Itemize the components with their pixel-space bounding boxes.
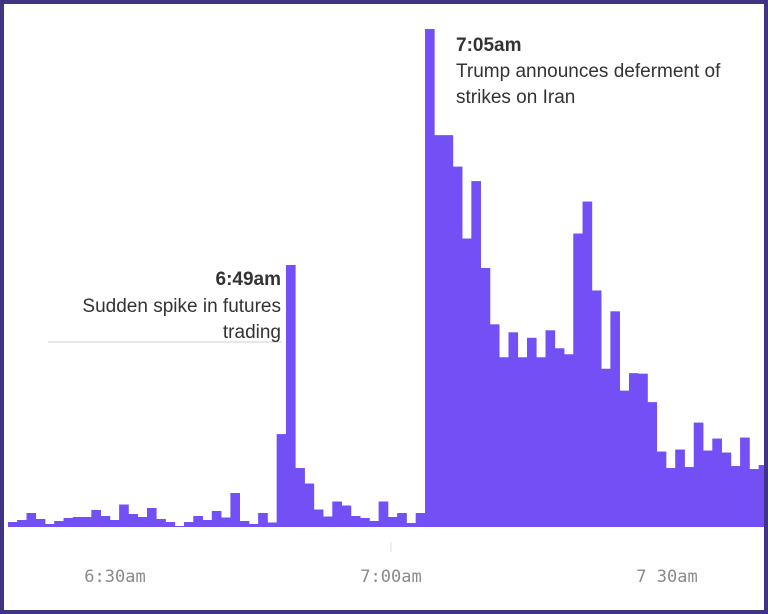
annotation-649-time: 6:49am (216, 269, 282, 290)
bar (536, 357, 546, 528)
annotation-649-text-line1: Sudden spike in futures (82, 296, 281, 317)
bar (341, 505, 352, 528)
bar (100, 516, 111, 528)
bar (489, 324, 500, 528)
bar (128, 514, 139, 528)
bar (480, 268, 491, 528)
bar (54, 521, 64, 528)
x-tick-label-700: 7:00am (360, 567, 421, 587)
bar (573, 233, 583, 528)
bar (591, 290, 602, 528)
bar (684, 467, 695, 528)
bar (582, 201, 593, 528)
bar (332, 501, 342, 528)
bar (248, 524, 259, 528)
x-tick-label-630: 6:30am (84, 567, 145, 587)
bar (8, 522, 18, 528)
bar (703, 450, 713, 528)
annotation-649: 6:49am Sudden spike in futures trading (82, 269, 281, 343)
bar (758, 465, 764, 528)
bar (63, 518, 74, 528)
bar (619, 390, 630, 528)
bar (156, 519, 166, 528)
bar (415, 513, 426, 528)
bar (378, 501, 389, 528)
bar (91, 510, 101, 528)
x-tick-labels: 6:30am 7:00am 7 30am (84, 567, 697, 587)
bar (443, 135, 454, 529)
bar (656, 451, 667, 528)
annotation-705-text-line2: strikes on Iran (456, 87, 575, 108)
bar (109, 520, 120, 528)
bar (147, 508, 157, 528)
bar (425, 29, 435, 528)
bar (119, 504, 129, 528)
bar (165, 522, 176, 528)
bar (666, 468, 676, 528)
bar (184, 522, 194, 528)
bar (72, 517, 83, 528)
bar (202, 520, 213, 528)
bar (258, 513, 268, 528)
bar (388, 517, 398, 528)
bar (712, 438, 722, 528)
bar (221, 517, 231, 528)
bar (601, 368, 611, 528)
bar (452, 166, 463, 528)
annotation-705: 7:05am Trump announces deferment of stri… (456, 35, 721, 108)
bar (239, 521, 250, 528)
bar (26, 513, 37, 528)
bar (230, 493, 241, 528)
bar (508, 332, 519, 528)
bar (35, 519, 46, 528)
bar (304, 483, 315, 528)
bar (406, 523, 417, 528)
bar (267, 522, 278, 528)
bar (295, 468, 305, 528)
bar (323, 516, 333, 528)
bar (749, 469, 760, 528)
bar (610, 311, 621, 528)
bar (628, 373, 639, 528)
bar (564, 354, 574, 528)
bar (193, 516, 203, 528)
bar (638, 373, 648, 528)
bar (693, 422, 704, 528)
bar (350, 516, 361, 528)
bar (462, 238, 472, 528)
bar (545, 330, 556, 528)
bar (137, 517, 148, 528)
bar (360, 518, 370, 528)
bar (286, 265, 296, 528)
bar (675, 449, 685, 528)
bar (721, 452, 732, 528)
bar (740, 437, 750, 528)
bar (554, 348, 565, 528)
bar (369, 521, 380, 528)
bar-series (8, 29, 764, 529)
annotation-705-text-line1: Trump announces deferment of (456, 61, 721, 82)
bar (434, 135, 444, 529)
bar (45, 524, 55, 528)
annotation-705-time: 7:05am (456, 35, 522, 56)
bar (517, 357, 528, 528)
bar (313, 509, 324, 528)
x-tick-label-730: 7 30am (636, 567, 697, 587)
bar (276, 434, 287, 528)
futures-volume-chart: 6:49am Sudden spike in futures trading 7… (4, 29, 764, 587)
bar (397, 513, 407, 528)
bar (82, 517, 92, 528)
bar (211, 511, 222, 528)
bar (730, 466, 741, 528)
bar (647, 402, 658, 528)
annotation-649-text-line2: trading (223, 322, 281, 343)
bar (527, 337, 537, 528)
bar (17, 520, 27, 528)
bar (471, 181, 481, 528)
bar (499, 357, 509, 528)
